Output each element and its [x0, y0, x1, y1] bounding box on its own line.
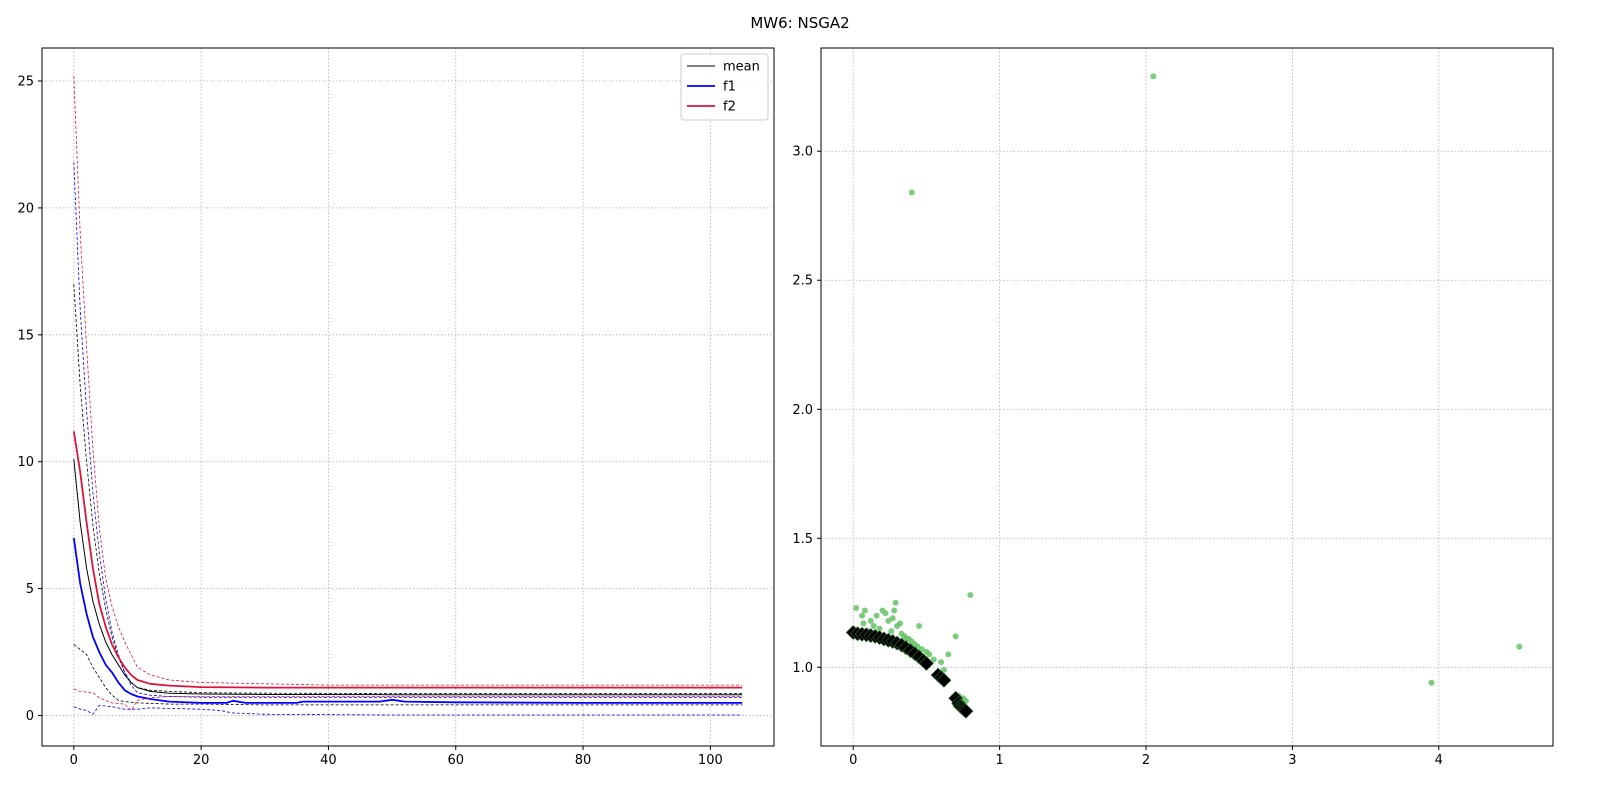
x-tick-label: 2 [1142, 753, 1150, 768]
y-tick-label: 25 [17, 74, 34, 89]
series-line-f2-min [73, 688, 743, 711]
legend: mean f1 f2 [680, 53, 769, 121]
population-point [889, 615, 896, 622]
x-tick-label: 1 [995, 753, 1003, 768]
population-point [873, 612, 880, 619]
x-tick-label: 0 [849, 753, 857, 768]
y-tick-label: 0 [26, 709, 34, 724]
y-tick-label: 5 [26, 582, 34, 597]
population-point [930, 656, 937, 663]
population-point [888, 628, 895, 635]
left-plot: 0 20 40 60 80 100 0 5 10 15 20 25 mean f1 f2 [17, 47, 775, 768]
legend-box [680, 53, 769, 121]
front-point [958, 703, 974, 719]
population-point [885, 617, 892, 624]
population-point [916, 623, 923, 630]
y-tick-label: 2.0 [792, 403, 813, 418]
x-tick-label: 40 [320, 753, 337, 768]
series-line-f2 [72, 431, 743, 689]
population-point [1516, 643, 1523, 650]
population-point [952, 633, 959, 640]
x-tick-label: 3 [1288, 753, 1296, 768]
population-point [876, 625, 883, 632]
series-line-f1-max [73, 162, 743, 698]
legend-label-f2: f2 [723, 100, 736, 115]
legend-label-f1: f1 [723, 80, 736, 95]
population-point [919, 646, 926, 653]
population-point [908, 189, 915, 196]
population-point [891, 607, 898, 614]
population-point [897, 620, 904, 627]
series-line-f2-max [73, 75, 743, 686]
y-tick-label: 1.5 [792, 532, 813, 547]
population-point [1150, 73, 1157, 80]
population-point [1428, 679, 1435, 686]
population-point [892, 599, 899, 606]
x-tick-label: 4 [1435, 753, 1443, 768]
front-point [936, 672, 952, 688]
right-plot: 0 1 2 3 4 1.0 1.5 2.0 2.5 3.0 [792, 47, 1554, 768]
population-point [940, 666, 947, 673]
population-point [870, 623, 877, 630]
y-tick-label: 1.0 [792, 661, 813, 676]
y-tick-label: 10 [17, 455, 34, 470]
y-tick-label: 2.5 [792, 274, 813, 289]
y-tick-label: 3.0 [792, 145, 813, 160]
population-point [867, 617, 874, 624]
series-line-mean [73, 459, 743, 696]
y-tick-label: 20 [17, 201, 34, 216]
series-line-mean-max [73, 284, 743, 694]
x-tick-label: 60 [447, 753, 464, 768]
population-point [902, 635, 909, 642]
series-line-mean-min [73, 644, 743, 706]
x-tick-label: 80 [575, 753, 592, 768]
population-point [967, 592, 974, 599]
x-tick-label: 20 [193, 753, 210, 768]
series-line-f1-min [73, 705, 743, 716]
population-point [938, 659, 945, 666]
legend-label-mean: mean [723, 60, 760, 75]
axes-frame [41, 47, 775, 747]
population-point [861, 607, 868, 614]
population-point [860, 620, 867, 627]
population-point [945, 651, 952, 658]
population-point [882, 610, 889, 617]
x-tick-label: 0 [70, 753, 78, 768]
population-point [926, 651, 933, 658]
population-point [858, 612, 865, 619]
axes-frame [820, 47, 1554, 747]
figure-title: MW6: NSGA2 [750, 14, 850, 32]
population-point [853, 604, 860, 611]
y-tick-label: 15 [17, 328, 34, 343]
front-point [918, 656, 934, 671]
series-line-f1 [72, 537, 743, 704]
x-tick-label: 100 [698, 753, 723, 768]
